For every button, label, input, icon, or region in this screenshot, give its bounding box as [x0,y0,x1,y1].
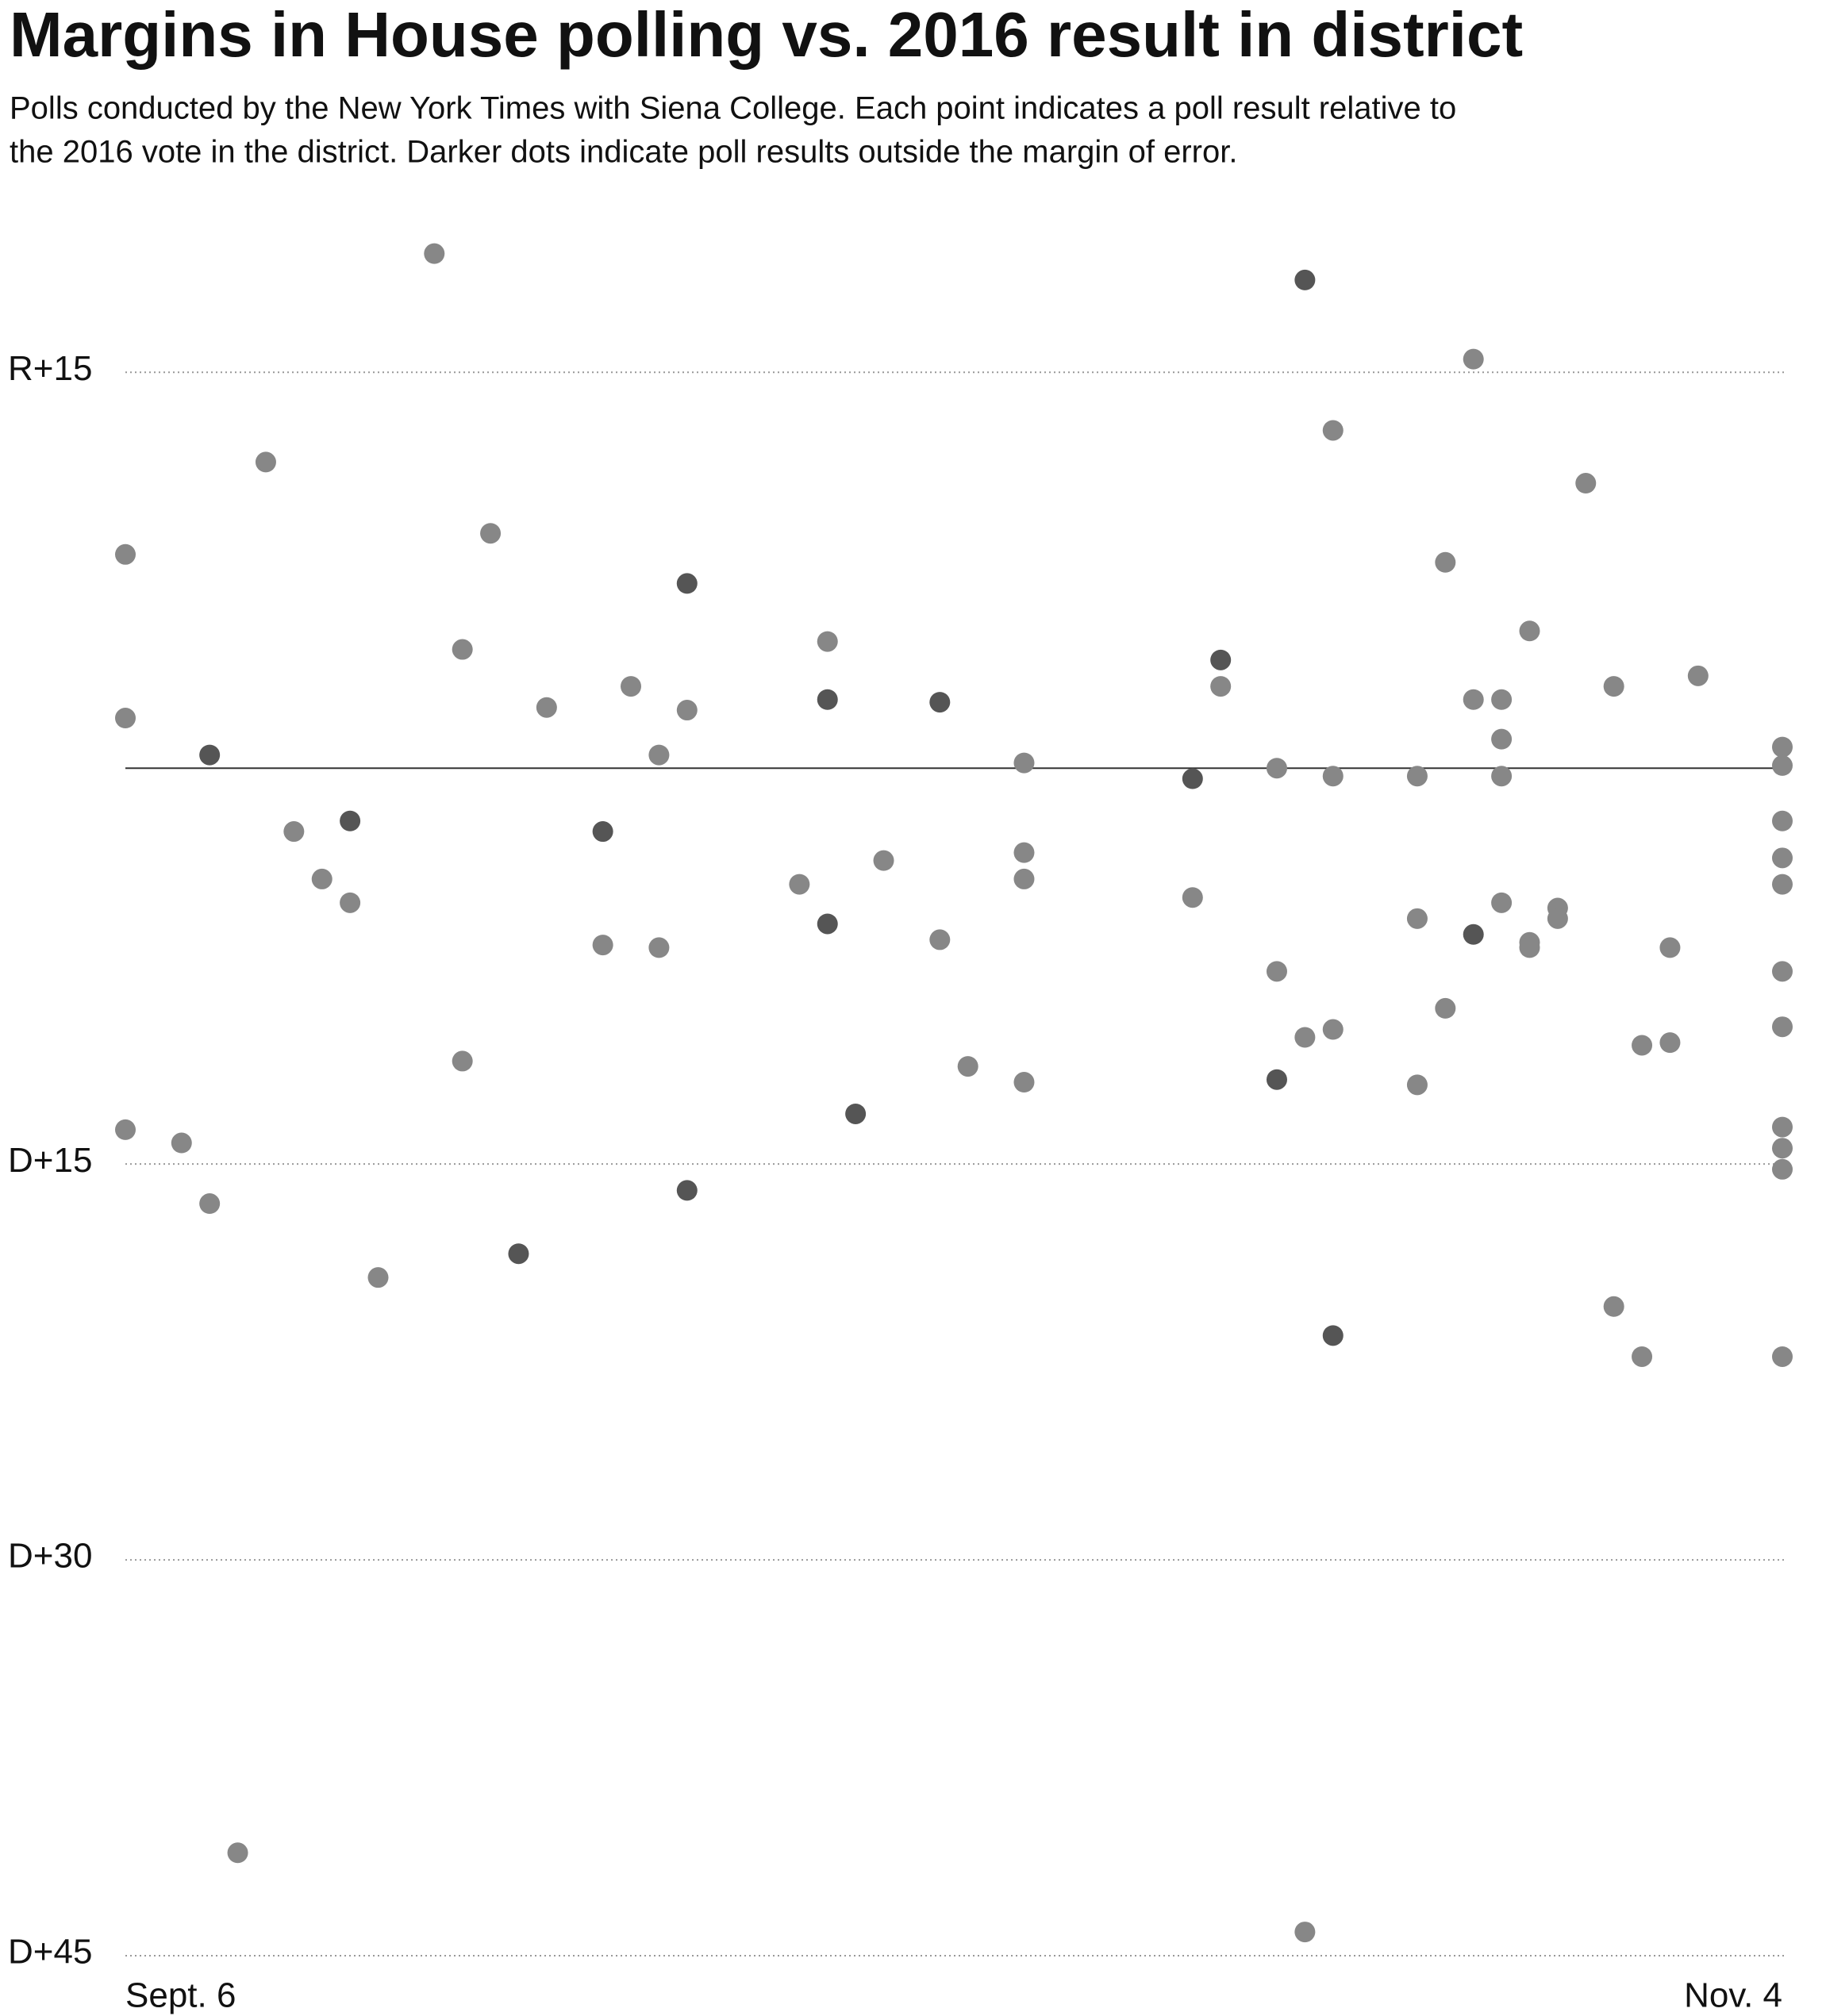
poll-dot [1406,1074,1428,1096]
poll-dot [340,810,361,831]
poll-dot [1463,348,1484,370]
poll-dot [817,631,838,652]
poll-dot [1266,1069,1287,1090]
poll-dot [1772,874,1793,895]
poll-dot [1772,1346,1793,1367]
poll-dot [283,821,305,843]
poll-dot [367,1267,389,1288]
poll-dot [1772,847,1793,869]
poll-dot [1266,961,1287,982]
chart-subtitle: the 2016 vote in the district. Darker do… [10,135,1237,170]
poll-dot [1491,689,1513,710]
poll-dot [648,937,670,958]
poll-dot [1772,961,1793,982]
poll-dot [452,1050,473,1072]
poll-dot [1632,1035,1653,1056]
poll-dot [1772,1138,1793,1159]
poll-dot [1772,1116,1793,1138]
poll-dot [676,1180,698,1201]
poll-dot [171,1132,192,1154]
poll-dot [255,451,276,473]
poll-dot [1322,420,1344,441]
poll-dot [1294,1027,1316,1048]
poll-dot [1772,1158,1793,1180]
poll-dot [1603,1296,1624,1317]
poll-dot [1491,892,1513,913]
poll-dot [1013,752,1035,774]
poll-dot [311,868,333,889]
y-tick-label: D+30 [8,1537,92,1576]
poll-dot [115,708,136,729]
poll-dot [789,874,810,895]
poll-dot [1491,728,1513,750]
poll-dot [1013,868,1035,889]
poll-dot [817,913,838,935]
poll-dot [1435,551,1456,573]
poll-dot [115,1119,136,1140]
poll-dot [536,697,557,718]
poll-dot [1491,766,1513,787]
poll-dot [676,573,698,594]
poll-dot [676,700,698,721]
poll-dot [1575,473,1597,494]
poll-dot [340,892,361,913]
poll-dot [1687,665,1709,686]
poll-dot [929,929,951,950]
poll-dot [199,744,221,766]
poll-dot [452,639,473,660]
poll-dot [1519,937,1540,958]
poll-dot [1406,908,1428,929]
poll-dot [1013,842,1035,863]
poll-dot [1603,676,1624,697]
poll-dot [1463,689,1484,710]
x-tick-label: Nov. 4 [1684,1976,1782,2015]
poll-dot [648,744,670,766]
x-tick-label: Sept. 6 [125,1976,236,2015]
poll-dot [1547,908,1568,929]
poll-dot [480,523,502,544]
y-tick-label: D+45 [8,1933,92,1972]
poll-dot [1322,1019,1344,1040]
poll-dot [817,689,838,710]
poll-dot [227,1842,248,1864]
poll-dot [1322,1325,1344,1346]
poll-dot [199,1193,221,1215]
poll-dot [929,692,951,713]
poll-dot [1659,937,1681,958]
poll-dot [1013,1072,1035,1093]
poll-dot [115,543,136,565]
poll-dot [957,1056,978,1077]
poll-dot [1210,676,1232,697]
poll-dot [1772,736,1793,758]
poll-dot [592,935,613,956]
poll-dot [592,821,613,843]
poll-dot [1266,758,1287,779]
poll-dot [845,1103,867,1124]
poll-dot [873,850,894,871]
poll-dot [1632,1346,1653,1367]
poll-dot [424,243,445,264]
poll-dot [1772,1016,1793,1038]
poll-dot [1463,924,1484,945]
chart-subtitle: Polls conducted by the New York Times wi… [10,91,1456,126]
poll-dot [508,1243,529,1265]
poll-dot [1772,810,1793,831]
poll-dot [1435,997,1456,1019]
poll-dot [621,676,642,697]
poll-dot [1406,766,1428,787]
poll-dot [1182,887,1203,908]
poll-dot [1182,768,1203,789]
poll-dot [1659,1032,1681,1054]
poll-dot [1519,620,1540,642]
poll-dot [1322,766,1344,787]
poll-dot [1294,269,1316,290]
y-tick-label: D+15 [8,1141,92,1180]
poll-dot [1294,1922,1316,1943]
poll-dot [1210,649,1232,670]
chart-title: Margins in House polling vs. 2016 result… [10,0,1523,70]
y-tick-label: R+15 [8,349,92,388]
poll-dot [1772,755,1793,776]
